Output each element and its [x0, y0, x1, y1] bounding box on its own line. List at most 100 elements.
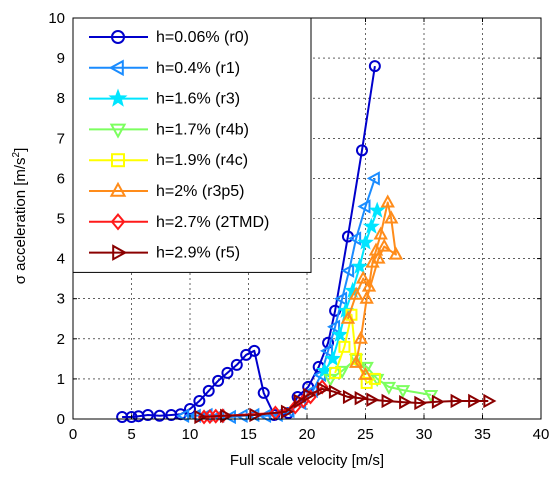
data-point [359, 361, 374, 375]
legend-marker [111, 30, 125, 44]
data-point [362, 217, 380, 234]
series-7 [194, 381, 497, 425]
data-point [423, 389, 439, 404]
x-tick-label: 10 [182, 426, 199, 443]
data-point [331, 325, 349, 342]
legend-marker [108, 88, 128, 107]
legend-entry: h=2% (r3p5) [89, 181, 245, 200]
data-point [355, 270, 371, 284]
legend-box [72, 17, 312, 273]
data-point [414, 395, 428, 411]
data-point [388, 246, 404, 260]
data-point [202, 384, 215, 397]
data-point [257, 386, 270, 399]
data-point [359, 290, 374, 304]
data-point [399, 394, 413, 410]
data-point [366, 392, 380, 407]
x-tick-label: 40 [533, 426, 550, 443]
data-point [342, 389, 357, 405]
y-tick-label: 8 [57, 90, 65, 107]
data-point [355, 144, 368, 157]
data-point [212, 374, 225, 387]
data-point [280, 404, 295, 419]
y-tick-label: 2 [57, 331, 65, 348]
data-point [366, 171, 380, 186]
data-point [384, 210, 399, 224]
legend-marker [109, 123, 127, 139]
data-point [381, 381, 397, 395]
legend-label: h=2% (r3p5) [156, 183, 245, 200]
legend-entry: h=0.4% (r1) [89, 59, 240, 77]
data-point [327, 319, 341, 334]
data-point [324, 350, 342, 367]
data-point [230, 358, 243, 371]
data-point [317, 381, 331, 397]
data-point [328, 384, 342, 399]
legend-label: h=2.9% (r5) [156, 245, 240, 262]
legend-entry: h=1.6% (r3) [89, 88, 240, 108]
data-point [334, 291, 348, 306]
legend-entry: h=2.7% (2TMD) [89, 213, 269, 231]
y-tick-label: 3 [57, 291, 65, 308]
data-point [338, 340, 351, 353]
data-point [353, 330, 369, 344]
data-point [358, 366, 373, 380]
legend-marker [109, 181, 127, 197]
data-point [368, 60, 381, 73]
data-point [357, 199, 371, 214]
legend: h=0.06% (r0) h=0.4% (r1) h=1.6% (r3) h=1.7%… [72, 17, 312, 273]
data-point [395, 385, 411, 399]
tick-labels: 0 5 10 15 20 25 30 35 40 0 1 2 3 4 5 6 7 8 9 10 [48, 10, 549, 443]
legend-entry: h=1.9% (r4c) [89, 152, 248, 169]
data-point [368, 201, 386, 218]
series-5 [340, 194, 404, 380]
legend-entry: h=0.06% (r0) [89, 29, 249, 46]
data-point [303, 387, 317, 403]
y-axis-label-superscript: 2 [11, 151, 22, 157]
y-axis-label-main: σ acceleration [m/s [12, 157, 29, 284]
legend-marker [108, 59, 124, 77]
x-tick-label: 25 [357, 426, 374, 443]
x-tick-label: 0 [69, 426, 77, 443]
legend-marker [110, 213, 126, 231]
data-point [316, 361, 334, 379]
legend-marker [112, 244, 128, 261]
legend-marker [111, 153, 125, 168]
data-point [468, 393, 482, 409]
y-tick-label: 5 [57, 211, 65, 228]
x-tick-label: 20 [299, 426, 316, 443]
data-point [354, 390, 368, 406]
x-axis-label: Full scale velocity [m/s] [230, 452, 384, 469]
legend-entry: h=2.9% (r5) [89, 244, 240, 262]
y-axis-label: σ acceleration [m/s2] [11, 148, 29, 285]
series-layer [116, 60, 497, 425]
y-tick-label: 4 [57, 251, 65, 268]
data-point [361, 278, 377, 292]
x-tick-label: 15 [240, 426, 257, 443]
data-point [293, 393, 307, 409]
data-point [348, 231, 362, 246]
data-point [351, 257, 369, 274]
y-tick-label: 1 [57, 371, 65, 388]
legend-label: h=0.06% (r0) [156, 29, 249, 46]
data-point [340, 310, 356, 324]
y-tick-label: 0 [57, 411, 65, 428]
data-point [483, 393, 497, 409]
data-point [380, 194, 395, 208]
data-point [248, 344, 261, 357]
data-point [450, 393, 464, 409]
data-point [431, 394, 445, 409]
data-point [348, 286, 364, 300]
data-point [193, 394, 206, 407]
data-point [348, 354, 364, 368]
legend-label: h=1.6% (r3) [156, 91, 240, 108]
data-point [371, 250, 386, 264]
data-point [184, 402, 196, 415]
data-point [319, 343, 334, 359]
legend-entry: h=1.7% (r4b) [89, 121, 249, 139]
data-point [373, 226, 388, 240]
y-axis-label-end: ] [12, 148, 29, 152]
y-tick-label: 6 [57, 170, 65, 187]
